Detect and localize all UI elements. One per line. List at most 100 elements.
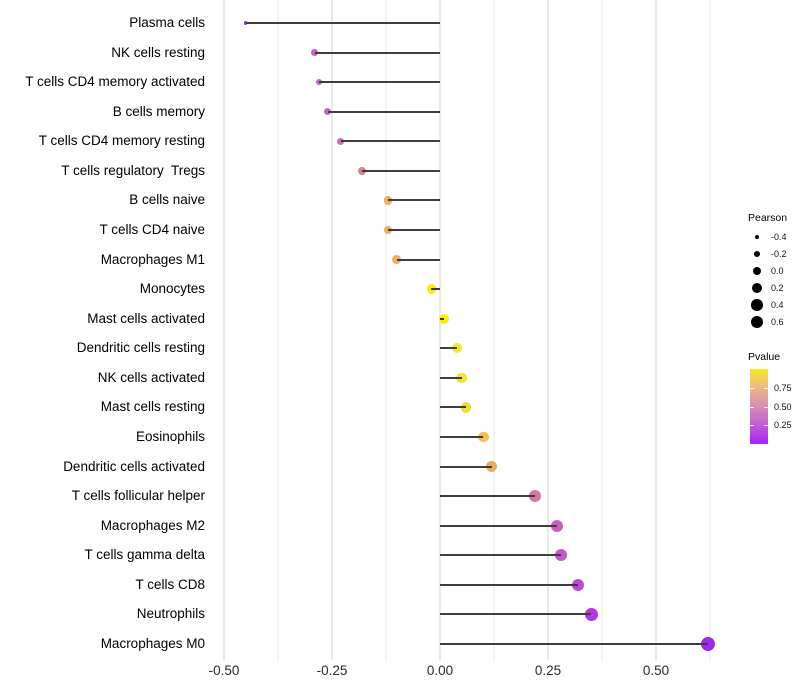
category-label: Neutrophils <box>136 606 205 622</box>
data-point-dot <box>550 519 563 532</box>
pearson-legend-dot <box>751 299 763 311</box>
major-gridline <box>547 0 549 660</box>
lollipop-stem <box>388 199 440 202</box>
data-point-dot <box>383 225 393 235</box>
lollipop-stem <box>431 288 440 291</box>
pvalue-gradient-bar <box>750 369 768 444</box>
pearson-legend-value: -0.4 <box>771 232 787 242</box>
pvalue-legend-value: 0.50 <box>774 401 792 412</box>
pvalue-bar-tick <box>764 406 768 408</box>
pearson-legend-value: 0.0 <box>771 266 784 276</box>
lollipop-stem <box>440 347 458 350</box>
category-label: Macrophages M1 <box>100 251 205 267</box>
lollipop-stem <box>440 435 484 438</box>
category-label: Dendritic cells activated <box>63 458 205 474</box>
category-label: Macrophages M0 <box>100 635 205 651</box>
lollipop-stem <box>440 495 536 498</box>
minor-gridline <box>385 0 387 660</box>
lollipop-stem <box>362 169 440 172</box>
lollipop-stem <box>440 317 445 320</box>
major-gridline <box>655 0 657 660</box>
lollipop-stem <box>340 140 440 143</box>
category-label: Monocytes <box>139 281 205 297</box>
data-point-dot <box>358 166 367 175</box>
data-point-dot <box>452 343 463 354</box>
x-axis-tick-label: 0.00 <box>426 663 454 678</box>
minor-gridline <box>709 0 711 660</box>
category-label: B cells naive <box>129 192 205 208</box>
pearson-legend-dot <box>752 266 762 276</box>
data-point-dot <box>700 636 716 652</box>
data-point-dot <box>477 431 489 443</box>
lollipop-stem <box>388 228 440 231</box>
lollipop-stem <box>440 554 561 557</box>
data-point-dot <box>311 49 318 56</box>
category-label: T cells regulatory Tregs <box>61 162 205 178</box>
pearson-legend-value: 0.6 <box>771 317 784 327</box>
data-point-dot <box>456 372 467 383</box>
data-point-dot <box>426 284 437 294</box>
x-axis-tick-label: -0.50 <box>208 663 240 678</box>
lollipop-stem <box>440 524 557 527</box>
data-point-dot <box>383 196 393 205</box>
x-axis-tick-label: 0.50 <box>642 663 670 678</box>
lollipop-stem <box>440 613 592 616</box>
category-label: NK cells resting <box>111 44 205 60</box>
category-label: B cells memory <box>112 103 205 119</box>
x-axis-tick-label: 0.25 <box>534 663 562 678</box>
data-point-dot <box>460 402 472 413</box>
pearson-legend-dot <box>754 234 759 239</box>
category-label: Mast cells activated <box>87 310 205 326</box>
category-label: T cells CD4 memory resting <box>38 133 205 149</box>
category-label: Dendritic cells resting <box>76 340 205 356</box>
pearson-legend-value: 0.2 <box>771 283 784 293</box>
minor-gridline <box>277 0 279 660</box>
category-label: T cells gamma delta <box>84 547 205 563</box>
pvalue-legend-value: 0.75 <box>774 382 792 393</box>
pearson-legend-dot <box>753 250 761 258</box>
pearson-legend-title: Pearson <box>748 212 788 224</box>
lollipop-stem <box>319 81 440 84</box>
category-label: Macrophages M2 <box>100 517 205 533</box>
data-point-dot <box>584 608 598 621</box>
category-label: Plasma cells <box>129 15 205 30</box>
data-point-dot <box>486 461 498 473</box>
category-label: T cells follicular helper <box>71 488 205 504</box>
major-gridline <box>331 0 333 660</box>
pvalue-legend-title: Pvalue <box>748 351 781 363</box>
lollipop-stem <box>314 51 440 54</box>
lollipop-stem <box>327 110 440 113</box>
pvalue-bar-tick <box>750 406 754 408</box>
lollipop-stem <box>440 376 462 379</box>
lollipop-stem <box>245 22 440 24</box>
minor-gridline <box>493 0 495 660</box>
pvalue-legend-value: 0.25 <box>774 420 792 431</box>
lollipop-stem <box>440 642 708 645</box>
category-label: Mast cells resting <box>100 399 205 415</box>
data-point-dot <box>439 313 450 324</box>
pearson-legend-value: -0.2 <box>771 249 787 259</box>
pearson-legend-dot <box>751 282 763 294</box>
lollipop-stem <box>440 465 492 468</box>
category-label: T cells CD8 <box>135 576 205 592</box>
category-label: T cells CD4 memory activated <box>25 74 205 90</box>
pearson-legend-dot <box>750 315 764 329</box>
category-label: NK cells activated <box>97 369 205 385</box>
pvalue-bar-tick <box>764 425 768 427</box>
data-point-dot <box>392 255 402 264</box>
lollipop-stem <box>440 583 579 586</box>
lollipop-stem <box>440 406 466 409</box>
x-axis-tick-label: -0.25 <box>316 663 348 678</box>
category-label: T cells CD4 naive <box>99 221 205 237</box>
category-label: Eosinophils <box>135 428 205 444</box>
data-point-dot <box>243 21 248 25</box>
minor-gridline <box>601 0 603 660</box>
major-gridline <box>223 0 225 660</box>
lollipop-stem <box>396 258 440 261</box>
pearson-legend-value: 0.4 <box>771 300 784 310</box>
major-gridline <box>439 0 441 660</box>
pvalue-bar-tick <box>750 387 754 389</box>
pvalue-bar-tick <box>750 425 754 427</box>
pvalue-bar-tick <box>764 387 768 389</box>
